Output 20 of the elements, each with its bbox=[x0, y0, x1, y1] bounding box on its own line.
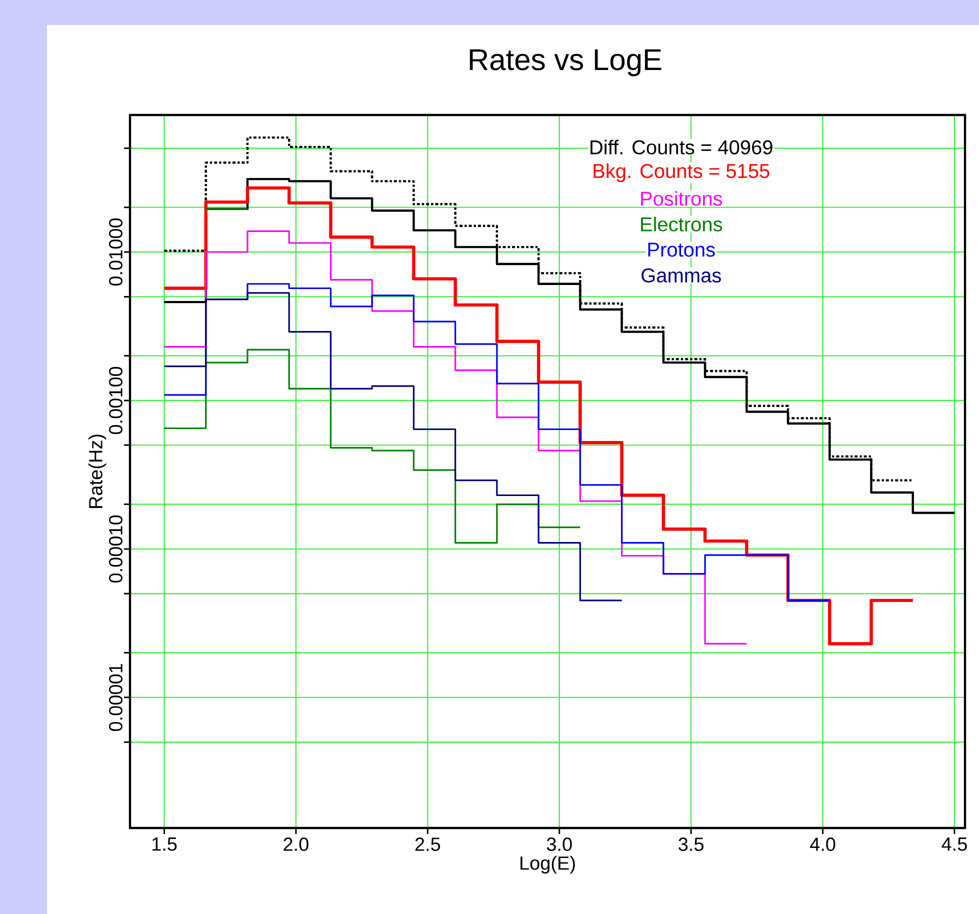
x-tick-label: 1.5 bbox=[152, 838, 177, 851]
text: Protons bbox=[648, 242, 715, 257]
chart-title: Rates vs LogE bbox=[470, 49, 662, 76]
text: Electrons bbox=[641, 216, 722, 232]
x-tick-label: 4.0 bbox=[810, 838, 836, 851]
y-tick-label: 0.00010 bbox=[109, 515, 122, 583]
x-tick-label: 2.5 bbox=[415, 838, 440, 851]
x-tick-label: 3.0 bbox=[546, 838, 572, 851]
y-tick-label: 0.01000 bbox=[109, 218, 122, 286]
x-tick-label: 2.0 bbox=[284, 838, 308, 851]
annotation: Diff. Counts = 40969 bbox=[590, 140, 772, 154]
text: Positrons bbox=[641, 191, 722, 206]
x-tick-label: 4.5 bbox=[942, 838, 967, 851]
y-tick-label: 0.00001 bbox=[109, 664, 122, 732]
annotation: Bkg. Counts = 5155 bbox=[594, 163, 770, 182]
y-axis-title: Rate(Hz) bbox=[88, 434, 106, 508]
text: Gammas bbox=[642, 268, 721, 283]
y-tick-label: 0.00100 bbox=[109, 366, 122, 434]
x-axis-title: Log(E) bbox=[520, 856, 575, 874]
x-tick-label: 3.5 bbox=[678, 838, 704, 851]
